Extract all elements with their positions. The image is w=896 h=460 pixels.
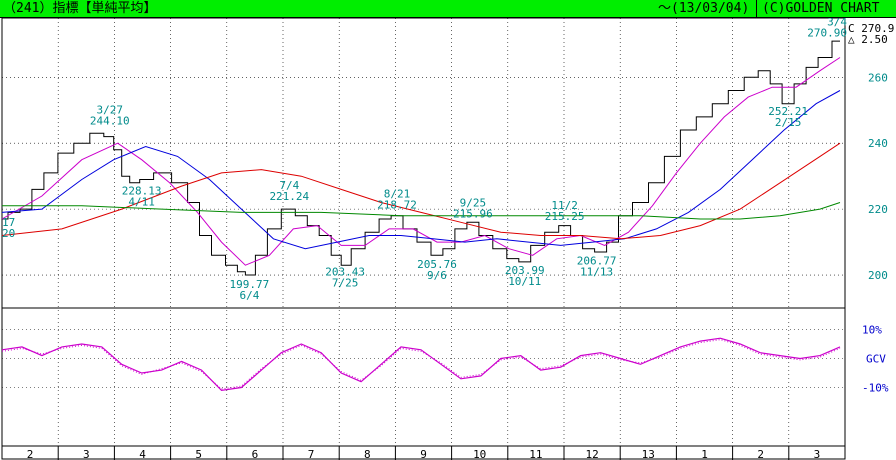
x-tick-label: 8 bbox=[364, 448, 371, 460]
annotation: 252.212/15 bbox=[768, 105, 808, 129]
ma-xlong-line bbox=[2, 202, 841, 220]
annotation-value: 270.90 bbox=[807, 26, 847, 39]
x-tick-label: 3 bbox=[814, 448, 821, 460]
annotation-value: 203.43 bbox=[325, 266, 365, 279]
price-series bbox=[1, 40, 841, 276]
y-tick-label: 260 bbox=[868, 71, 888, 84]
copyright: (C)GOLDEN CHART bbox=[762, 1, 880, 16]
gcv-signal-line bbox=[1, 339, 841, 390]
annotation-value: 20 bbox=[2, 227, 15, 240]
chart-header: （241）指標【単純平均】 〜(13/03/04) (C)GOLDEN CHAR… bbox=[0, 0, 896, 18]
annotation: 228.134/11 bbox=[122, 184, 162, 208]
osc-tick-label: GCV bbox=[866, 353, 886, 366]
x-tick-label: 2 bbox=[27, 448, 34, 460]
annotation-date: 10/11 bbox=[508, 275, 541, 288]
gcv-line bbox=[1, 337, 841, 392]
annotation-date: 4/11 bbox=[128, 195, 155, 208]
annotation: 205.769/6 bbox=[417, 258, 457, 282]
annotation-date: 8/21 bbox=[384, 187, 411, 200]
x-tick-label: 4 bbox=[139, 448, 146, 460]
x-tick-label: 2 bbox=[757, 448, 764, 460]
annotation-date: 3/27 bbox=[96, 104, 123, 117]
oscillator-series bbox=[1, 337, 841, 392]
annotation-date: 7/4 bbox=[279, 179, 299, 192]
grid-lines bbox=[1, 18, 846, 460]
annotation-value: 203.99 bbox=[505, 264, 545, 277]
annotation-value: 218.72 bbox=[377, 198, 417, 211]
annotation-date: 2/15 bbox=[775, 116, 802, 129]
annotation-date: 11/2 bbox=[551, 199, 578, 212]
y-tick-label: 200 bbox=[868, 269, 888, 282]
y-tick-label: 220 bbox=[868, 203, 888, 216]
annotation-value: 206.77 bbox=[577, 255, 617, 268]
x-tick-label: 10 bbox=[473, 448, 486, 460]
x-tick-label: 7 bbox=[308, 448, 315, 460]
ma-long-line bbox=[1, 142, 841, 240]
osc-tick-label: 10% bbox=[862, 324, 882, 337]
y-tick-label: 240 bbox=[868, 137, 888, 150]
annotation-date: 3/4 bbox=[827, 18, 847, 28]
x-tick-label: 12 bbox=[585, 448, 598, 460]
chart-title: （241）指標【単純平均】 bbox=[3, 1, 157, 16]
annotation-value: 228.13 bbox=[122, 184, 162, 197]
y-axis-ticks: 200 220 240 260 10% GCV -10% bbox=[862, 71, 889, 394]
close-value: C 270.9 bbox=[848, 22, 894, 35]
ma-mid-line bbox=[1, 90, 841, 250]
annotation: 199.776/4 bbox=[230, 278, 270, 302]
annotation-date: 9/25 bbox=[460, 196, 487, 209]
header-divider bbox=[756, 0, 757, 17]
x-tick-label: 6 bbox=[252, 448, 259, 460]
annotation-value: 252.21 bbox=[768, 105, 808, 118]
x-tick-label: 13 bbox=[642, 448, 655, 460]
annotation-value: 215.96 bbox=[453, 207, 493, 220]
annotation-date: 7/25 bbox=[332, 277, 359, 290]
price-line bbox=[2, 40, 840, 276]
annotation-value: 221.24 bbox=[269, 190, 309, 203]
date-range: 〜(13/03/04) bbox=[658, 1, 750, 16]
annotation-date: 9/6 bbox=[427, 269, 447, 282]
annotation-value: 244.10 bbox=[90, 115, 130, 128]
annotation-date: 11/13 bbox=[580, 266, 613, 279]
x-tick-label: 11 bbox=[529, 448, 542, 460]
x-tick-label: 9 bbox=[420, 448, 427, 460]
annotation-value: 205.76 bbox=[417, 258, 457, 271]
osc-tick-label: -10% bbox=[862, 382, 889, 395]
x-tick-label: 3 bbox=[83, 448, 90, 460]
change-value: △ 2.50 bbox=[848, 33, 888, 46]
annotation: 203.437/25 bbox=[325, 266, 365, 290]
x-tick-label: 1 bbox=[701, 448, 708, 460]
annotation-value: 215.25 bbox=[545, 210, 585, 223]
annotation-value: 17 bbox=[2, 216, 15, 229]
ma-short-line bbox=[1, 57, 841, 266]
x-tick-label: 5 bbox=[195, 448, 202, 460]
x-axis-ticks: 2 3 4 5 6 7 8 9 10 11 12 13 1 2 3 bbox=[27, 448, 820, 460]
annotation-value: 199.77 bbox=[230, 278, 270, 291]
plot-frame bbox=[1, 18, 846, 460]
annotation-date: 6/4 bbox=[239, 289, 259, 302]
